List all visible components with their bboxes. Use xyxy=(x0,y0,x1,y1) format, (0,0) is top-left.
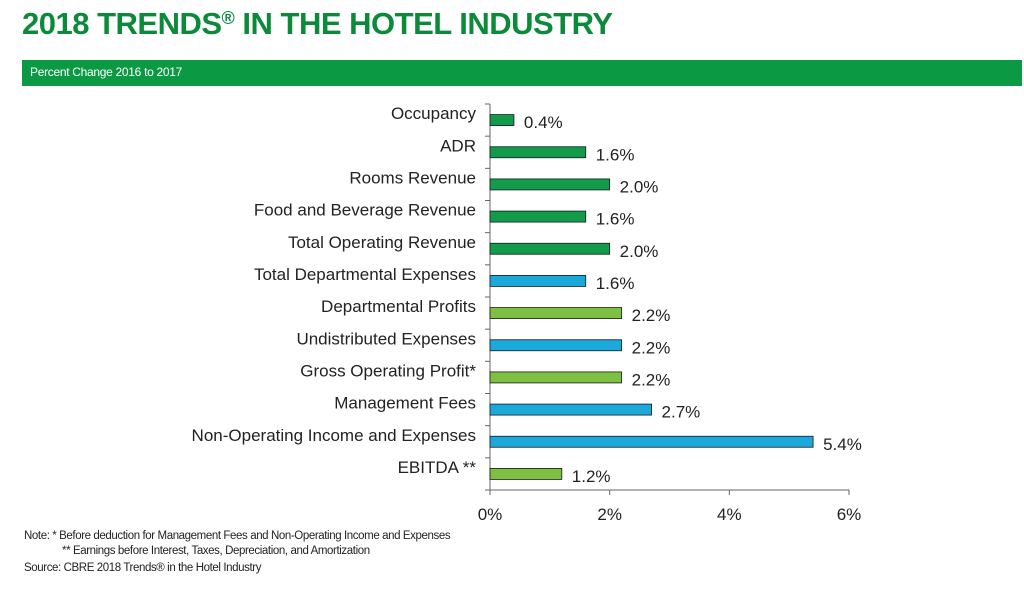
bar xyxy=(489,242,611,255)
note-line-1: Note: * Before deduction for Management … xyxy=(24,530,451,542)
data-label: 1.6% xyxy=(596,145,635,164)
x-tick-label: 4% xyxy=(717,505,742,524)
data-label: 2.2% xyxy=(632,306,671,325)
category-label: Total Departmental Expenses xyxy=(254,265,476,284)
bar xyxy=(489,371,623,384)
data-label: 1.6% xyxy=(596,274,635,293)
bar xyxy=(489,114,515,126)
subtitle-text: Percent Change 2016 to 2017 xyxy=(30,65,183,79)
x-tick-label: 2% xyxy=(597,505,622,524)
bar xyxy=(489,146,587,159)
data-label: 1.6% xyxy=(596,210,635,229)
data-label: 2.7% xyxy=(662,403,701,422)
category-label: Occupancy xyxy=(391,104,477,123)
bar xyxy=(489,339,623,352)
category-label: Food and Beverage Revenue xyxy=(254,201,476,220)
category-label: Non-Operating Income and Expenses xyxy=(192,426,476,445)
bar xyxy=(489,178,611,191)
title-rest: IN THE HOTEL INDUSTRY xyxy=(234,6,613,41)
category-label: EBITDA ** xyxy=(398,458,477,477)
data-label: 2.2% xyxy=(632,338,671,357)
bar xyxy=(489,403,652,416)
note-line-2: ** Earnings before Interest, Taxes, Depr… xyxy=(62,545,370,557)
bar xyxy=(489,307,623,319)
category-label: Total Operating Revenue xyxy=(288,233,476,252)
bar xyxy=(489,435,814,448)
category-label: Undistributed Expenses xyxy=(296,329,476,348)
data-label: 2.0% xyxy=(620,242,659,261)
subtitle-banner: Percent Change 2016 to 2017 xyxy=(22,60,1022,86)
category-label: Gross Operating Profit* xyxy=(300,361,476,380)
category-label: ADR xyxy=(440,136,476,155)
data-label: 5.4% xyxy=(823,435,862,454)
data-label: 0.4% xyxy=(524,113,563,132)
bar xyxy=(489,468,563,480)
category-label: Departmental Profits xyxy=(321,297,476,316)
page-title: 2018 TRENDS® IN THE HOTEL INDUSTRY xyxy=(22,6,613,42)
x-tick-label: 6% xyxy=(837,505,862,524)
registered-mark: ® xyxy=(221,8,235,28)
source-line: Source: CBRE 2018 Trends® in the Hotel I… xyxy=(24,562,262,574)
bar xyxy=(489,210,587,223)
x-tick-label: 0% xyxy=(478,505,503,524)
category-label: Rooms Revenue xyxy=(349,168,476,187)
category-label: Management Fees xyxy=(334,394,476,413)
data-label: 1.2% xyxy=(572,467,611,486)
bar-chart: 0% 2% 4% 6% Occupancy 0.4% ADR 1.6% Rooms Revenu… xyxy=(192,103,862,524)
data-label: 2.0% xyxy=(620,177,659,196)
data-label: 2.2% xyxy=(632,370,671,389)
bar xyxy=(489,275,587,287)
title-main: 2018 TRENDS xyxy=(22,6,222,41)
